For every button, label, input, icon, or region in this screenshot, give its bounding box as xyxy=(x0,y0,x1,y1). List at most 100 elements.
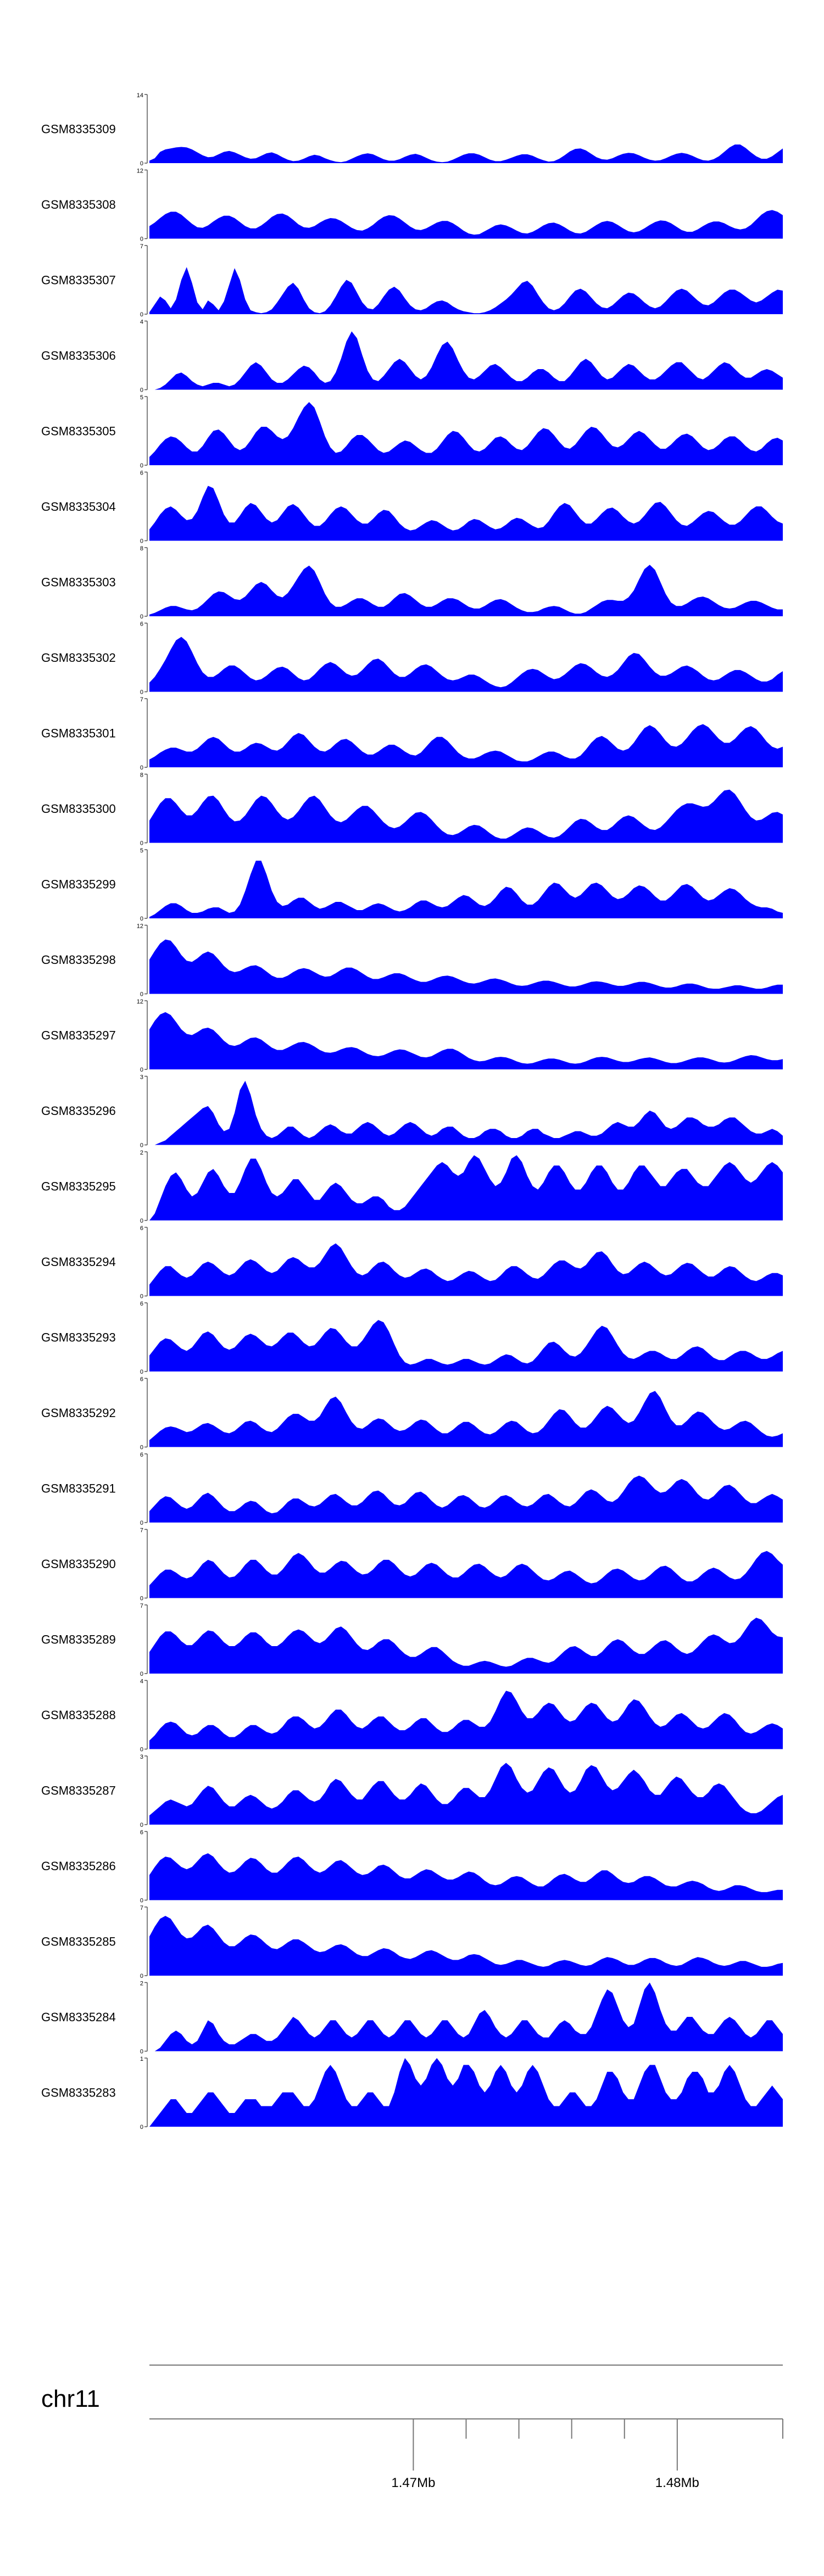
track-label: GSM8335301 xyxy=(41,727,116,740)
axis-ticks: 1.47Mb 1.48Mb xyxy=(391,2419,783,2490)
y-tick-label-min: 0 xyxy=(140,538,143,545)
track-label: GSM8335283 xyxy=(41,2086,116,2100)
y-tick-label-max: 7 xyxy=(140,696,143,703)
y-tick-label-min: 0 xyxy=(140,840,143,847)
track-label: GSM8335302 xyxy=(41,651,116,665)
coverage-area xyxy=(149,939,783,994)
y-tick-label-max: 6 xyxy=(140,1830,143,1836)
y-tick-label-min: 0 xyxy=(140,1445,143,1451)
coverage-area xyxy=(149,1916,783,1976)
track-GSM8335287: GSM8335287 3 0 xyxy=(41,1754,783,1828)
coverage-area xyxy=(149,1391,783,1447)
y-tick-label-max: 12 xyxy=(137,168,143,175)
coverage-area xyxy=(149,1853,783,1900)
y-tick-label-min: 0 xyxy=(140,1596,143,1602)
track-GSM8335296: GSM8335296 3 0 xyxy=(41,1074,783,1149)
coverage-area xyxy=(149,861,783,918)
track-label: GSM8335290 xyxy=(41,1557,116,1571)
y-tick-label-min: 0 xyxy=(140,1747,143,1753)
y-tick-label-max: 14 xyxy=(137,92,143,99)
y-tick-label-min: 0 xyxy=(140,1369,143,1375)
track-GSM8335283: GSM8335283 1 0 xyxy=(41,2056,783,2131)
track-label: GSM8335297 xyxy=(41,1029,116,1042)
track-GSM8335291: GSM8335291 6 0 xyxy=(41,1452,783,1526)
track-label: GSM8335304 xyxy=(41,500,116,514)
y-tick-label-max: 3 xyxy=(140,1074,143,1081)
axis-tick-label: 1.47Mb xyxy=(391,2475,435,2490)
coverage-area xyxy=(149,724,783,767)
track-GSM8335302: GSM8335302 6 0 xyxy=(41,621,783,696)
track-GSM8335285: GSM8335285 7 0 xyxy=(41,1905,783,1980)
track-label: GSM8335292 xyxy=(41,1406,116,1420)
track-GSM8335299: GSM8335299 5 0 xyxy=(41,847,783,922)
y-tick-label-min: 0 xyxy=(140,614,143,620)
y-tick-label-min: 0 xyxy=(140,1973,143,1980)
track-GSM8335306: GSM8335306 4 0 xyxy=(41,319,783,394)
tracks-layer: GSM8335309140GSM8335308120GSM833530770GS… xyxy=(41,92,783,2131)
y-tick-label-min: 0 xyxy=(140,236,143,243)
y-tick-label-max: 6 xyxy=(140,621,143,628)
coverage-area xyxy=(149,1618,783,1674)
track-label: GSM8335288 xyxy=(41,1708,116,1722)
track-label: GSM8335309 xyxy=(41,122,116,136)
track-GSM8335288: GSM8335288 4 0 xyxy=(41,1679,783,1753)
track-label: GSM8335296 xyxy=(41,1104,116,1118)
track-GSM8335307: GSM8335307 7 0 xyxy=(41,243,783,318)
track-GSM8335300: GSM8335300 8 0 xyxy=(41,772,783,847)
coverage-area xyxy=(149,331,783,390)
y-tick-label-min: 0 xyxy=(140,765,143,771)
y-tick-label-min: 0 xyxy=(140,462,143,469)
track-label: GSM8335307 xyxy=(41,274,116,287)
y-tick-label-max: 7 xyxy=(140,1603,143,1609)
y-tick-label-max: 8 xyxy=(140,772,143,779)
track-GSM8335295: GSM8335295 2 0 xyxy=(41,1150,783,1224)
track-label: GSM8335294 xyxy=(41,1255,116,1269)
coverage-area xyxy=(149,1982,783,2051)
y-tick-label-min: 0 xyxy=(140,1293,143,1300)
coverage-area xyxy=(149,789,783,843)
coverage-area xyxy=(149,1691,783,1749)
chromosome-label: chr11 xyxy=(41,2385,100,2412)
y-tick-label-max: 7 xyxy=(140,1527,143,1534)
y-tick-label-min: 0 xyxy=(140,160,143,167)
y-tick-label-min: 0 xyxy=(140,1142,143,1149)
coverage-area xyxy=(149,486,783,541)
coverage-area xyxy=(149,1012,783,1069)
coverage-area xyxy=(149,267,783,314)
coverage-area xyxy=(149,210,783,239)
track-label: GSM8335295 xyxy=(41,1180,116,1194)
y-tick-label-max: 4 xyxy=(140,319,143,326)
y-tick-label-min: 0 xyxy=(140,1671,143,1677)
axis-tick-label: 1.48Mb xyxy=(655,2475,699,2490)
track-label: GSM8335291 xyxy=(41,1482,116,1496)
y-tick-label-max: 2 xyxy=(140,1150,143,1156)
track-label: GSM8335286 xyxy=(41,1859,116,1873)
coverage-area xyxy=(149,2058,783,2127)
track-GSM8335297: GSM8335297 12 0 xyxy=(41,999,783,1073)
coverage-area xyxy=(149,1080,783,1145)
coverage-area xyxy=(149,637,783,692)
coverage-area xyxy=(149,1475,783,1523)
coverage-area xyxy=(149,565,783,616)
track-GSM8335301: GSM8335301 7 0 xyxy=(41,696,783,771)
track-GSM8335284: GSM8335284 2 0 xyxy=(41,1981,783,2055)
y-tick-label-min: 0 xyxy=(140,387,143,394)
coverage-area xyxy=(149,1551,783,1598)
y-tick-label-max: 5 xyxy=(140,394,143,401)
track-label: GSM8335308 xyxy=(41,198,116,211)
y-tick-label-max: 5 xyxy=(140,847,143,854)
track-GSM8335298: GSM8335298 12 0 xyxy=(41,923,783,998)
track-GSM8335308: GSM8335308 12 0 xyxy=(41,168,783,243)
y-tick-label-max: 6 xyxy=(140,1301,143,1307)
track-label: GSM8335305 xyxy=(41,425,116,438)
track-label: GSM8335284 xyxy=(41,2010,116,2024)
track-GSM8335289: GSM8335289 7 0 xyxy=(41,1603,783,1677)
y-tick-label-min: 0 xyxy=(140,1898,143,1904)
y-tick-label-min: 0 xyxy=(140,2124,143,2131)
coverage-area xyxy=(149,1243,783,1296)
y-tick-label-max: 12 xyxy=(137,923,143,930)
y-tick-label-min: 0 xyxy=(140,991,143,998)
genome-axis: chr11 1.47Mb 1.48Mb xyxy=(41,2365,783,2490)
track-GSM8335305: GSM8335305 5 0 xyxy=(41,394,783,469)
